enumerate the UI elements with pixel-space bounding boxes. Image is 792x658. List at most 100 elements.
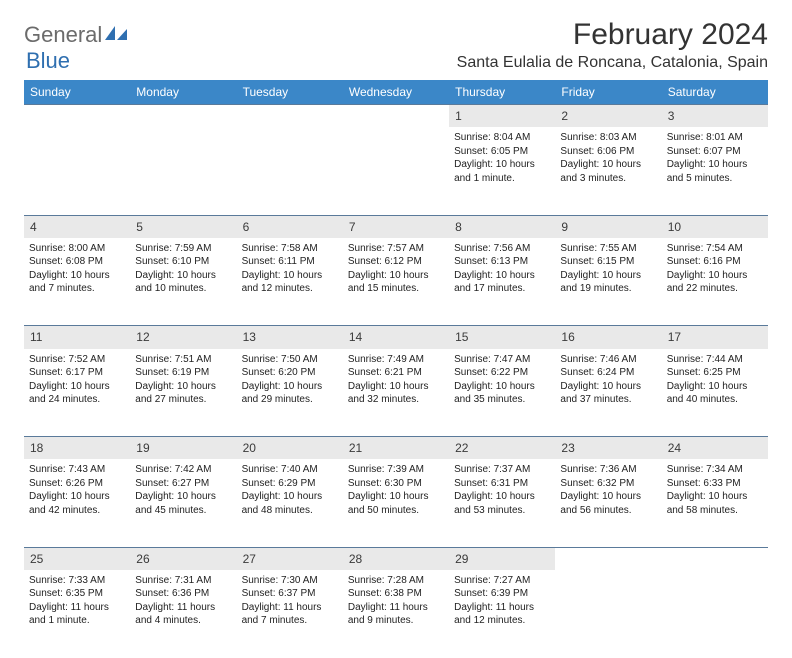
- sunset-text: Sunset: 6:10 PM: [135, 255, 231, 269]
- day-cell: Sunrise: 7:54 AMSunset: 6:16 PMDaylight:…: [662, 238, 768, 326]
- sunset-text: Sunset: 6:20 PM: [242, 366, 338, 380]
- day-cell: Sunrise: 7:27 AMSunset: 6:39 PMDaylight:…: [449, 570, 555, 658]
- day-cell: Sunrise: 7:31 AMSunset: 6:36 PMDaylight:…: [130, 570, 236, 658]
- sunrise-text: Sunrise: 7:58 AM: [242, 242, 338, 256]
- day-cell: Sunrise: 7:42 AMSunset: 6:27 PMDaylight:…: [130, 459, 236, 547]
- sunset-text: Sunset: 6:11 PM: [242, 255, 338, 269]
- daylight-text: Daylight: 10 hours and 53 minutes.: [454, 490, 550, 517]
- daylight-text: Daylight: 10 hours and 58 minutes.: [667, 490, 763, 517]
- daylight-text: Daylight: 10 hours and 5 minutes.: [667, 158, 763, 185]
- day-number: 22: [449, 437, 555, 460]
- daylight-text: Daylight: 11 hours and 7 minutes.: [242, 601, 338, 628]
- day-cell: Sunrise: 7:50 AMSunset: 6:20 PMDaylight:…: [237, 349, 343, 437]
- sunrise-text: Sunrise: 8:00 AM: [29, 242, 125, 256]
- sunrise-text: Sunrise: 7:56 AM: [454, 242, 550, 256]
- day-number: [24, 105, 130, 128]
- day-number: 9: [555, 215, 661, 238]
- daylight-text: Daylight: 10 hours and 37 minutes.: [560, 380, 656, 407]
- day-cell: Sunrise: 7:36 AMSunset: 6:32 PMDaylight:…: [555, 459, 661, 547]
- day-cell: Sunrise: 7:34 AMSunset: 6:33 PMDaylight:…: [662, 459, 768, 547]
- sunrise-text: Sunrise: 7:51 AM: [135, 353, 231, 367]
- day-number: 24: [662, 437, 768, 460]
- sunrise-text: Sunrise: 7:27 AM: [454, 574, 550, 588]
- sunset-text: Sunset: 6:21 PM: [348, 366, 444, 380]
- day-cell: Sunrise: 7:40 AMSunset: 6:29 PMDaylight:…: [237, 459, 343, 547]
- day-cell: Sunrise: 7:39 AMSunset: 6:30 PMDaylight:…: [343, 459, 449, 547]
- page-header: General Blue February 2024 Santa Eulalia…: [24, 18, 768, 74]
- sunrise-text: Sunrise: 7:47 AM: [454, 353, 550, 367]
- sunset-text: Sunset: 6:06 PM: [560, 145, 656, 159]
- day-cell: Sunrise: 7:55 AMSunset: 6:15 PMDaylight:…: [555, 238, 661, 326]
- sunset-text: Sunset: 6:25 PM: [667, 366, 763, 380]
- day-number: [343, 105, 449, 128]
- day-cell: Sunrise: 7:49 AMSunset: 6:21 PMDaylight:…: [343, 349, 449, 437]
- day-number: [130, 105, 236, 128]
- logo-word2: Blue: [26, 48, 70, 73]
- day-cell: Sunrise: 7:59 AMSunset: 6:10 PMDaylight:…: [130, 238, 236, 326]
- day-cell: [555, 570, 661, 658]
- sunrise-text: Sunrise: 7:31 AM: [135, 574, 231, 588]
- sunset-text: Sunset: 6:17 PM: [29, 366, 125, 380]
- daylight-text: Daylight: 10 hours and 27 minutes.: [135, 380, 231, 407]
- day-number: 16: [555, 326, 661, 349]
- day-cell: Sunrise: 7:52 AMSunset: 6:17 PMDaylight:…: [24, 349, 130, 437]
- day-cell: [343, 127, 449, 215]
- daylight-text: Daylight: 10 hours and 40 minutes.: [667, 380, 763, 407]
- day-number: 13: [237, 326, 343, 349]
- day-cell: Sunrise: 7:44 AMSunset: 6:25 PMDaylight:…: [662, 349, 768, 437]
- weekday-header: Wednesday: [343, 80, 449, 105]
- day-number: 18: [24, 437, 130, 460]
- weekday-header: Monday: [130, 80, 236, 105]
- daylight-text: Daylight: 10 hours and 29 minutes.: [242, 380, 338, 407]
- sunset-text: Sunset: 6:26 PM: [29, 477, 125, 491]
- daylight-text: Daylight: 10 hours and 42 minutes.: [29, 490, 125, 517]
- day-cell: Sunrise: 7:46 AMSunset: 6:24 PMDaylight:…: [555, 349, 661, 437]
- day-number: 15: [449, 326, 555, 349]
- day-number-row: 18192021222324: [24, 437, 768, 460]
- day-number-row: 11121314151617: [24, 326, 768, 349]
- day-number: 20: [237, 437, 343, 460]
- daylight-text: Daylight: 11 hours and 12 minutes.: [454, 601, 550, 628]
- weekday-header: Sunday: [24, 80, 130, 105]
- day-number: 4: [24, 215, 130, 238]
- sunrise-text: Sunrise: 7:33 AM: [29, 574, 125, 588]
- sunrise-text: Sunrise: 7:52 AM: [29, 353, 125, 367]
- day-number: 17: [662, 326, 768, 349]
- day-number: 12: [130, 326, 236, 349]
- sunset-text: Sunset: 6:27 PM: [135, 477, 231, 491]
- daylight-text: Daylight: 10 hours and 35 minutes.: [454, 380, 550, 407]
- daylight-text: Daylight: 10 hours and 12 minutes.: [242, 269, 338, 296]
- day-cell: Sunrise: 8:00 AMSunset: 6:08 PMDaylight:…: [24, 238, 130, 326]
- day-cell: Sunrise: 8:04 AMSunset: 6:05 PMDaylight:…: [449, 127, 555, 215]
- sunset-text: Sunset: 6:35 PM: [29, 587, 125, 601]
- daylight-text: Daylight: 10 hours and 50 minutes.: [348, 490, 444, 517]
- sunset-text: Sunset: 6:32 PM: [560, 477, 656, 491]
- sunrise-text: Sunrise: 7:34 AM: [667, 463, 763, 477]
- sunrise-text: Sunrise: 7:36 AM: [560, 463, 656, 477]
- weekday-header: Friday: [555, 80, 661, 105]
- daylight-text: Daylight: 11 hours and 9 minutes.: [348, 601, 444, 628]
- weekday-header-row: Sunday Monday Tuesday Wednesday Thursday…: [24, 80, 768, 105]
- sunrise-text: Sunrise: 7:50 AM: [242, 353, 338, 367]
- weekday-header: Tuesday: [237, 80, 343, 105]
- day-number: 29: [449, 547, 555, 570]
- logo-sail-icon: [105, 26, 127, 47]
- day-cell: [662, 570, 768, 658]
- sunset-text: Sunset: 6:16 PM: [667, 255, 763, 269]
- sunset-text: Sunset: 6:22 PM: [454, 366, 550, 380]
- day-number: 26: [130, 547, 236, 570]
- sunrise-text: Sunrise: 7:37 AM: [454, 463, 550, 477]
- sunrise-text: Sunrise: 7:44 AM: [667, 353, 763, 367]
- daylight-text: Daylight: 10 hours and 15 minutes.: [348, 269, 444, 296]
- day-number-row: 2526272829: [24, 547, 768, 570]
- location-label: Santa Eulalia de Roncana, Catalonia, Spa…: [457, 54, 768, 72]
- daylight-text: Daylight: 10 hours and 45 minutes.: [135, 490, 231, 517]
- logo: General Blue: [24, 18, 127, 74]
- day-number-row: 123: [24, 105, 768, 128]
- day-cell: Sunrise: 7:43 AMSunset: 6:26 PMDaylight:…: [24, 459, 130, 547]
- daylight-text: Daylight: 10 hours and 48 minutes.: [242, 490, 338, 517]
- sunrise-text: Sunrise: 7:39 AM: [348, 463, 444, 477]
- sunrise-text: Sunrise: 7:55 AM: [560, 242, 656, 256]
- day-number: 27: [237, 547, 343, 570]
- sunrise-text: Sunrise: 7:59 AM: [135, 242, 231, 256]
